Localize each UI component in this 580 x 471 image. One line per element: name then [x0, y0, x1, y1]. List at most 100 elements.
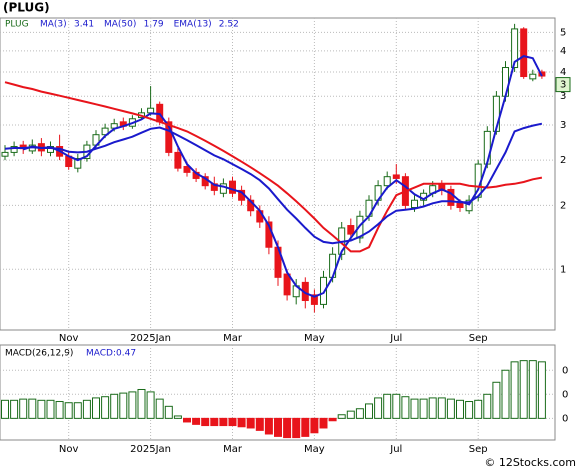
macd-bar	[155, 398, 164, 419]
candle-body	[511, 28, 519, 69]
x-tick-label: May	[304, 333, 325, 344]
macd-bar	[346, 410, 355, 419]
macd-bar	[228, 417, 237, 427]
x-tick-label: 2025Jan	[130, 444, 171, 455]
macd-bar	[465, 401, 474, 419]
x-tick-label: May	[304, 444, 325, 455]
macd-bar	[183, 417, 191, 423]
candle-body	[74, 158, 82, 169]
legend-name: MA(3)	[40, 20, 67, 30]
macd-bar	[219, 417, 228, 427]
macd-bar	[392, 393, 401, 419]
y-tick-label: 4	[560, 67, 566, 78]
candle-body	[165, 121, 173, 153]
ma-line	[22, 55, 543, 298]
macd-panel	[0, 344, 556, 441]
candle-body	[447, 188, 455, 206]
macd-bar	[246, 417, 255, 429]
candle-body	[392, 174, 400, 179]
macd-bar	[510, 361, 519, 419]
macd-readout: MACD:0.47	[86, 349, 136, 359]
candle-body	[174, 151, 182, 169]
price-panel	[0, 17, 556, 331]
candle-body	[411, 199, 418, 209]
candle-body	[347, 225, 355, 235]
macd-bar	[355, 408, 364, 419]
macd-bar	[119, 392, 128, 419]
y-tick-label: 4	[560, 46, 566, 57]
x-tick-label: Sep	[469, 444, 488, 455]
candle-body	[320, 276, 327, 305]
macd-bar	[1, 399, 9, 419]
candle-body	[183, 166, 191, 173]
legend-name: EMA(13)	[174, 20, 212, 30]
macd-bar	[274, 417, 282, 437]
x-tick-label: Nov	[59, 444, 79, 455]
y-tick-label: 5	[560, 27, 566, 38]
x-tick-label: Nov	[59, 333, 79, 344]
footer: © 12Stocks.com	[484, 456, 576, 469]
macd-bar	[210, 417, 219, 427]
legend-name: MA(50)	[104, 20, 136, 30]
macd-bar	[19, 398, 28, 419]
macd-bar	[292, 417, 301, 439]
macd-bar	[401, 396, 410, 419]
candle-body	[10, 146, 18, 153]
macd-title: MACD(26,12,9)	[5, 349, 73, 359]
macd-bar	[64, 402, 73, 419]
legend-value: 1.79	[144, 20, 164, 30]
macd-bar	[255, 417, 264, 431]
candle-body	[529, 73, 537, 80]
macd-bar	[92, 397, 100, 419]
macd-bar	[283, 417, 292, 439]
ma-line	[4, 122, 543, 245]
candle-body	[1, 151, 9, 157]
macd-bar	[310, 417, 319, 434]
macd-bar	[528, 360, 537, 419]
legend-value: 2.52	[219, 20, 239, 30]
x-tick-label: Jul	[389, 444, 402, 455]
macd-bar	[201, 417, 210, 427]
y-tick-label: 0	[562, 365, 568, 376]
macd-bar	[110, 393, 119, 419]
macd-bar	[55, 401, 64, 419]
macd-bar	[410, 398, 419, 419]
macd-bar	[164, 405, 173, 419]
x-tick-label: Jul	[389, 333, 402, 344]
macd-bar	[137, 388, 146, 419]
macd-bar	[446, 398, 455, 419]
ma-line	[4, 81, 543, 253]
chart-title: (PLUG)	[3, 1, 50, 15]
macd-bar	[237, 417, 246, 428]
last-price-box	[555, 77, 571, 93]
macd-bar	[383, 393, 392, 419]
y-tick-label: 3	[560, 91, 566, 102]
candle-body	[147, 107, 155, 114]
last-price-label: 3	[560, 80, 566, 91]
macd-bar	[365, 403, 373, 419]
candle-body	[520, 28, 528, 78]
macd-bar	[519, 360, 528, 419]
macd-bar	[73, 402, 82, 419]
macd-bar	[28, 398, 37, 419]
macd-bar	[264, 417, 273, 435]
macd-bar	[82, 399, 91, 419]
x-tick-label: 2025Jan	[130, 333, 171, 344]
macd-bar	[301, 417, 310, 437]
macd-bar	[328, 417, 337, 422]
macd-bar	[192, 417, 201, 425]
candle-body	[229, 180, 236, 194]
y-tick-label: 2	[560, 155, 566, 166]
candle-body	[383, 176, 391, 187]
candle-body	[310, 294, 318, 305]
y-tick-label: 2	[560, 200, 566, 211]
y-tick-label: 3	[560, 120, 566, 131]
candle-body	[101, 127, 109, 136]
macd-bar	[37, 399, 46, 419]
macd-bar	[437, 397, 446, 419]
y-tick-label: 0	[562, 389, 568, 400]
macd-bar	[101, 396, 110, 419]
legend-value: 3.41	[74, 20, 94, 30]
macd-bar	[428, 397, 437, 419]
candle-body	[456, 202, 464, 209]
